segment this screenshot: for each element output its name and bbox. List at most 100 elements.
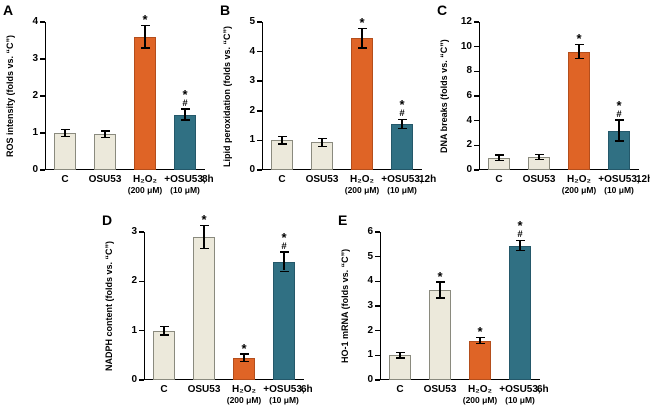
error-bar-line — [64, 130, 66, 136]
x-category-sub: (10 μM) — [170, 185, 200, 195]
error-bar-line — [519, 241, 521, 251]
x-category-label: C — [61, 174, 68, 185]
error-bar-cap-bottom — [140, 47, 150, 49]
x-category-label: +OSU53, (10 μM) — [381, 174, 422, 195]
error-bar-cap-bottom — [100, 136, 110, 139]
bottom-row: D NADPH content (folds vs. “C”) 0 1 2 3 * * * # C O… — [0, 212, 650, 416]
y-tick-mark — [139, 379, 144, 381]
y-tick-mark — [257, 110, 262, 112]
x-category-main: C — [278, 174, 286, 185]
error-bar-cap-bottom — [494, 159, 504, 162]
asterisk-mark: * — [241, 340, 247, 356]
x-category-main: H₂O₂ — [232, 384, 256, 395]
y-tick-label: 1 — [131, 324, 137, 336]
error-bar-cap-bottom — [159, 334, 169, 336]
y-tick-label: 4 — [249, 45, 255, 57]
y-tick-mark — [375, 280, 380, 283]
error-bar-cap-top — [614, 119, 624, 121]
error-bar-cap-top — [475, 336, 485, 339]
plot-area — [380, 232, 540, 380]
significance-marks: * # — [182, 88, 188, 109]
x-axis-labels: C OSU53 H₂O₂(200 μM)+OSU53,(10 μM)12h — [479, 174, 650, 206]
y-tick-mark — [474, 95, 479, 97]
x-axis-labels: C OSU53 H₂O₂ (200 μM) +OSU53, (10 μM) 6h — [144, 384, 312, 416]
y-tick-label: 4 — [466, 114, 472, 126]
error-bar-cap-bottom — [317, 146, 327, 148]
error-bar-cap-top — [494, 154, 504, 156]
y-tick-mark — [257, 139, 262, 142]
x-category-main: +OSU53, — [499, 384, 541, 395]
y-tick-label: 1 — [249, 134, 255, 146]
significance-marks: * — [241, 340, 247, 356]
significance-marks: * — [142, 13, 147, 26]
x-category-main: OSU53 — [305, 174, 339, 185]
x-category-sub: (200 μM) — [561, 185, 597, 195]
top-row: A ROS intensity (folds vs. “C”) 0 1 2 3 4 * * # C O… — [0, 2, 650, 206]
error-bar-line — [538, 155, 540, 160]
x-category-main: H₂O₂ — [350, 174, 374, 185]
x-category-label: OSU53 — [188, 384, 221, 395]
x-axis-labels: C OSU53 H₂O₂(200 μM)+OSU53,(10 μM)12h — [262, 174, 436, 206]
x-category-label: H₂O₂ (200 μM) — [562, 174, 597, 195]
bar-B-3 — [391, 124, 413, 170]
error-bar-cap-top — [395, 351, 405, 354]
y-tick-mark — [474, 119, 479, 122]
asterisk-mark: * — [201, 212, 207, 228]
y-tick-label: 4 — [32, 16, 38, 27]
x-category-label: OSU53 — [306, 174, 339, 185]
y-tick-label: 2 — [32, 90, 38, 101]
panel-letter-D: D — [102, 212, 113, 228]
y-tick-label: 6 — [367, 226, 373, 237]
y-tick-label: 6 — [466, 90, 472, 101]
panel-C: C DNA breaks (folds vs. “C”) 0 2 4 6 8 10 12 * * # C… — [437, 2, 650, 206]
error-bar-cap-bottom — [199, 247, 209, 250]
y-axis-label: Lipid peroxidation (folds vs. “C”) — [222, 25, 232, 167]
error-bar-cap-top — [357, 28, 367, 30]
error-bar-cap-top — [100, 130, 110, 132]
y-tick-mark — [257, 169, 262, 171]
y-tick-mark — [139, 231, 144, 233]
x-category-label: +OSU53, (10 μM) — [499, 384, 540, 405]
x-category-main: +OSU53, — [381, 174, 423, 185]
y-tick-label: 8 — [466, 65, 472, 77]
x-category-label: C — [495, 174, 502, 185]
significance-marks: * — [201, 212, 207, 228]
x-category-main: +OSU53, — [164, 174, 206, 185]
y-tick-label: 3 — [32, 53, 38, 64]
panel-B: B Lipid peroxidation (folds vs. “C”) 0 1 2 3 4… — [220, 2, 436, 206]
panel-letter-E: E — [338, 212, 348, 228]
error-bar-line — [321, 138, 323, 147]
y-tick-label: 3 — [367, 300, 373, 311]
plot-area — [262, 22, 422, 170]
y-tick-mark — [375, 329, 380, 332]
x-category-sub: (10 μM) — [604, 185, 634, 195]
significance-marks: * # — [616, 99, 621, 119]
error-bar-cap-top — [180, 108, 190, 110]
x-category-sub: (200 μM) — [127, 185, 163, 195]
error-bar-line — [578, 45, 580, 58]
y-tick-mark — [257, 50, 262, 53]
hash-mark: # — [182, 97, 188, 109]
significance-marks: * — [477, 325, 482, 338]
x-axis-labels: C OSU53 H₂O₂ (200 μM) +OSU53, (10 μM) 8h — [45, 174, 213, 206]
error-bar-cap-bottom — [239, 360, 249, 363]
panel-D: D NADPH content (folds vs. “C”) 0 1 2 3 * * * # C O… — [102, 212, 313, 416]
x-category-sub: (200 μM) — [344, 185, 380, 195]
x-category-main: H₂O₂ — [133, 174, 157, 185]
bar-A-2 — [134, 36, 156, 170]
y-tick-label: 4 — [367, 275, 373, 287]
y-tick-label: 0 — [131, 374, 137, 385]
x-category-main: OSU53 — [423, 384, 457, 395]
significance-marks: * — [359, 15, 365, 31]
panel-A: A ROS intensity (folds vs. “C”) 0 1 2 3 4 * * # C O… — [3, 2, 214, 206]
error-bar-cap-bottom — [357, 47, 367, 49]
x-category-main: C — [495, 174, 503, 185]
error-bar-cap-bottom — [397, 127, 407, 130]
error-bar-cap-bottom — [279, 270, 289, 272]
asterisk-mark: * — [359, 15, 365, 31]
asterisk-mark: * — [517, 218, 523, 234]
error-bar-cap-top — [140, 25, 150, 27]
y-tick-mark — [257, 80, 262, 82]
y-tick-label: 0 — [32, 164, 38, 175]
x-category-sub: (200 μM) — [226, 395, 262, 405]
